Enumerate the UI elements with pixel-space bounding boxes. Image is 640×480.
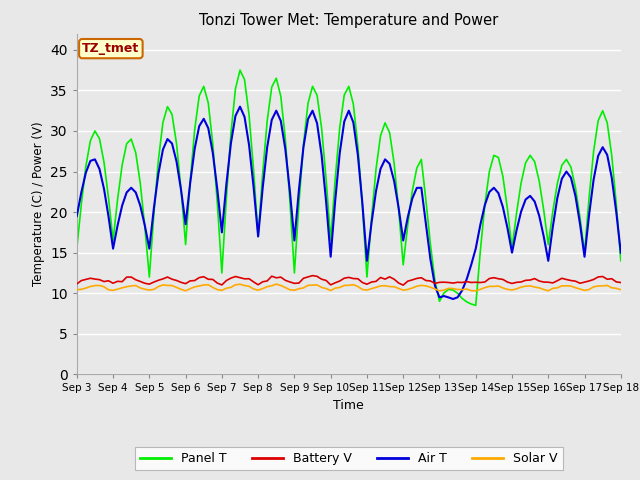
Solar V [422,283,429,289]
Air T [449,296,457,302]
Solar V [73,287,81,293]
Panel T [445,287,452,292]
Panel T [127,136,135,142]
Air T [308,108,316,114]
Air T [445,295,452,300]
Air T [73,213,81,219]
Panel T [308,84,316,89]
Solar V [589,284,597,290]
Title: Tonzi Tower Met: Temperature and Power: Tonzi Tower Met: Temperature and Power [199,13,499,28]
Legend: Panel T, Battery V, Air T, Solar V: Panel T, Battery V, Air T, Solar V [135,447,563,470]
Panel T [617,258,625,264]
Solar V [449,286,457,291]
Air T [127,185,135,191]
Air T [200,116,207,121]
Air T [589,177,597,182]
Battery V [399,282,407,288]
Line: Air T: Air T [77,107,621,299]
Battery V [304,274,312,280]
Panel T [236,67,244,73]
Panel T [73,246,81,252]
Y-axis label: Temperature (C) / Power (V): Temperature (C) / Power (V) [31,122,45,286]
Battery V [127,274,135,280]
Air T [236,104,244,109]
Solar V [313,282,321,288]
Panel T [200,84,207,89]
Panel T [417,156,425,162]
Line: Battery V: Battery V [77,276,621,285]
Battery V [308,273,316,278]
Solar V [127,283,135,289]
Panel T [472,302,479,308]
Battery V [73,281,81,287]
Text: TZ_tmet: TZ_tmet [82,42,140,55]
Line: Panel T: Panel T [77,70,621,305]
Line: Solar V: Solar V [77,284,621,291]
Battery V [449,280,457,286]
Battery V [589,276,597,282]
Solar V [273,281,280,287]
Panel T [589,148,597,154]
Battery V [617,280,625,286]
Battery V [422,277,429,283]
Solar V [617,287,625,292]
X-axis label: Time: Time [333,399,364,412]
Solar V [182,288,189,294]
Solar V [204,282,212,288]
Battery V [200,274,207,280]
Air T [617,250,625,255]
Air T [417,185,425,191]
